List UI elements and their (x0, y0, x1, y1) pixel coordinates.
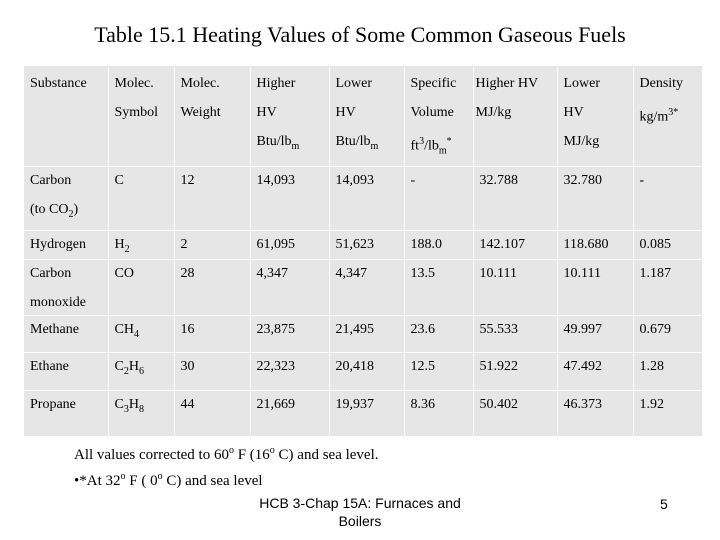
heating-values-table: Substance Molec. Symbol Molec. Weight High… (24, 66, 702, 437)
header-lower-hv: Lower HV Btu/lbm (329, 66, 405, 167)
table-title: Table 15.1 Heating Values of Some Common… (94, 22, 626, 47)
table-row: Ethane C2H6 30 22,323 20,418 12.5 51.922… (24, 352, 702, 391)
table-notes: All values corrected to 60o F (16o C) an… (74, 440, 379, 492)
header-density: Density kg/m3* (633, 66, 702, 167)
header-lower-hv-mj: Lower HV MJ/kg (557, 66, 634, 167)
table-row: Hydrogen H2 2 61,095 51,623 188.0 142.10… (24, 230, 702, 260)
note-line-2: •*At 32o F ( 0o C) and sea level (74, 471, 263, 489)
table-row: Methane CH4 16 23,875 21,495 23.6 55.533… (24, 315, 702, 353)
header-substance: Substance (24, 66, 109, 167)
header-molec-symbol: Molec. Symbol (108, 66, 175, 167)
header-molec-weight: Molec. Weight (174, 66, 251, 167)
table-row: Carbon monoxide CO 28 4,347 4,347 13.5 10… (24, 259, 702, 316)
footer-source: HCB 3-Chap 15A: Furnaces and Boilers (259, 495, 461, 529)
header-higher-hv-mj: Higher HV MJ/kg (473, 66, 558, 167)
page-number: 5 (660, 496, 668, 512)
header-row: Substance Molec. Symbol Molec. Weight High… (24, 66, 702, 167)
header-specific-volume: Specific Volume ft3/lbm* (404, 66, 474, 167)
table-row: Carbon (to CO2) C 12 14,093 14,093 - 32.7… (24, 166, 702, 231)
note-line-1: All values corrected to 60o F (16o C) an… (74, 445, 379, 463)
table-row: Propane C3H8 44 21,669 19,937 8.36 50.40… (24, 390, 702, 437)
header-higher-hv: Higher HV Btu/lbm (250, 66, 330, 167)
